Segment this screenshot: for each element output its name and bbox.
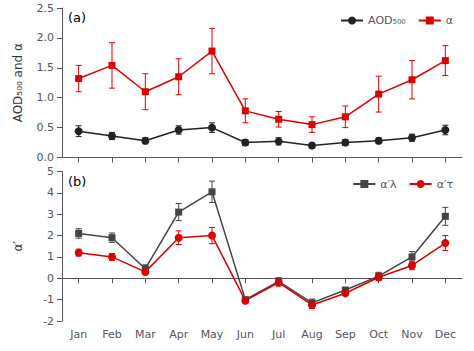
svg-text:(a): (a) <box>68 10 86 25</box>
svg-text:-1: -1 <box>43 293 54 306</box>
svg-text:Jan: Jan <box>69 328 87 341</box>
svg-text:Feb: Feb <box>102 328 121 341</box>
svg-text:Mar: Mar <box>135 328 156 341</box>
svg-text:0.5: 0.5 <box>37 121 55 134</box>
svg-text:Sep: Sep <box>335 328 356 341</box>
svg-text:0.0: 0.0 <box>37 151 55 164</box>
svg-text:Jun: Jun <box>236 328 254 341</box>
svg-text:AOD₅₀₀: AOD₅₀₀ <box>368 14 406 27</box>
svg-text:Oct: Oct <box>369 328 389 341</box>
svg-text:Apr: Apr <box>169 328 189 341</box>
svg-text:5: 5 <box>47 165 54 178</box>
svg-text:1: 1 <box>47 250 54 263</box>
svg-text:α′: α′ <box>11 241 25 252</box>
svg-text:2: 2 <box>47 229 54 242</box>
svg-text:Nov: Nov <box>401 328 423 341</box>
svg-text:0: 0 <box>47 272 54 285</box>
svg-text:May: May <box>201 328 224 341</box>
svg-text:Aug: Aug <box>301 328 322 341</box>
svg-text:3: 3 <box>47 208 54 221</box>
svg-text:1.5: 1.5 <box>37 61 55 74</box>
svg-text:α: α <box>446 14 453 27</box>
svg-text:2.0: 2.0 <box>37 31 55 44</box>
svg-text:-2: -2 <box>43 315 54 328</box>
svg-text:AOD₅₀₀ and α: AOD₅₀₀ and α <box>11 43 25 122</box>
svg-text:α′τ: α′τ <box>437 178 454 191</box>
svg-text:2.5: 2.5 <box>37 2 55 15</box>
svg-text:(b): (b) <box>68 174 86 189</box>
svg-text:4: 4 <box>47 186 54 199</box>
svg-text:Dec: Dec <box>435 328 456 341</box>
svg-text:Jul: Jul <box>271 328 285 341</box>
svg-text:α′λ: α′λ <box>380 178 397 191</box>
svg-text:1.0: 1.0 <box>37 91 55 104</box>
